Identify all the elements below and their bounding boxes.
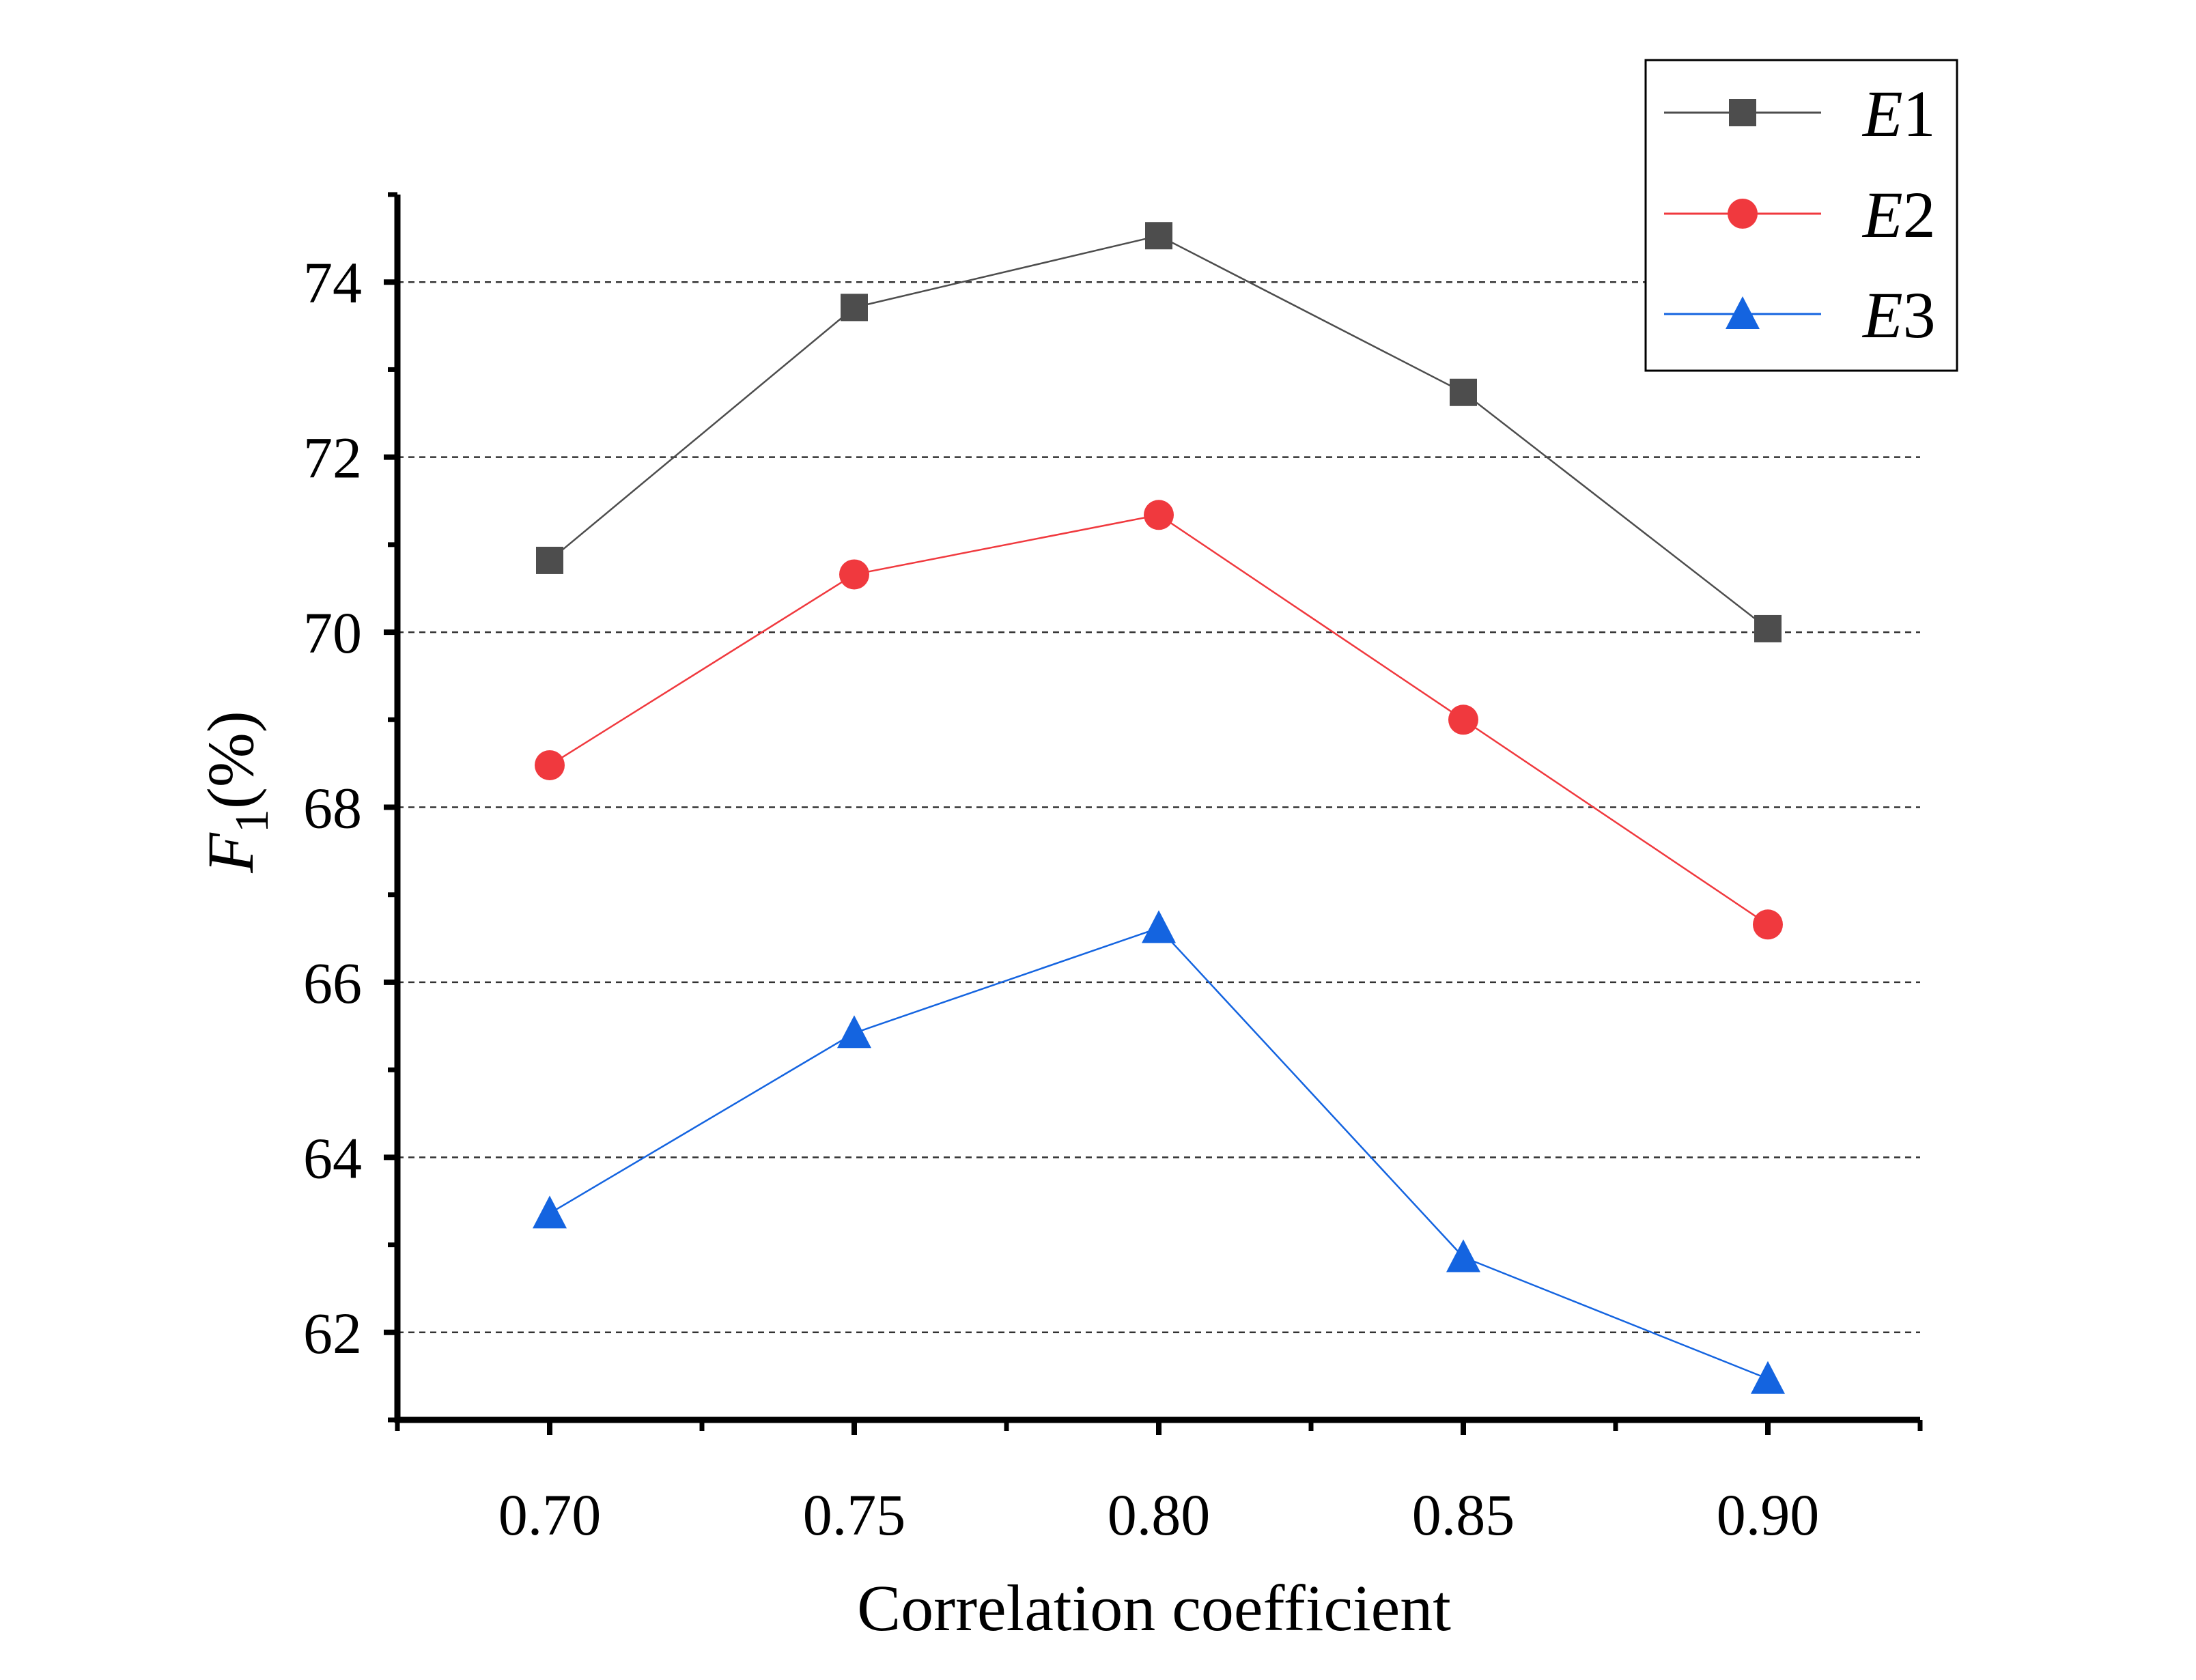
axes: [394, 195, 1920, 1423]
x-tick-label: 0.85: [1412, 1482, 1515, 1548]
legend-label-number: 1: [1903, 77, 1936, 150]
legend-label-number: 2: [1903, 178, 1936, 251]
y-axis-title-unit: (%): [194, 711, 267, 809]
y-tick-label: 68: [303, 775, 362, 841]
legend-item-E2: E2: [1664, 178, 1936, 251]
legend-marker: [1728, 199, 1758, 229]
series-E3: [533, 910, 1785, 1394]
y-tick-label: 64: [303, 1125, 362, 1191]
legend-item-E1: E1: [1664, 77, 1936, 150]
legend-label: E2: [1861, 178, 1936, 251]
data-point-E2: [1753, 909, 1783, 940]
data-point-E3: [1142, 910, 1176, 943]
series-line-E2: [549, 513, 1769, 926]
data-point-E1: [841, 294, 868, 322]
x-tick-label: 0.90: [1717, 1482, 1820, 1548]
series-E2: [535, 500, 1783, 940]
legend-item-E3: E3: [1664, 279, 1936, 352]
series-E1: [536, 222, 1782, 642]
y-axis-title-subscript: 1: [226, 809, 279, 833]
legend-label-letter: E: [1861, 279, 1903, 352]
y-tick-label: 70: [303, 600, 362, 666]
x-tick-label: 0.80: [1108, 1482, 1211, 1548]
x-axis-title: Correlation coefficient: [857, 1571, 1451, 1645]
legend-label-letter: E: [1861, 77, 1903, 150]
legend-label-number: 3: [1903, 279, 1936, 352]
x-tick-label: 0.75: [803, 1482, 906, 1548]
y-axis-title-variable: F: [194, 832, 267, 874]
legend-marker: [1729, 99, 1756, 126]
data-point-E3: [1446, 1239, 1480, 1272]
legend-label-letter: E: [1861, 178, 1903, 251]
axis-ticks: 62 64 66 68 70 72 74 0.70 0.75 0.80 0.85 0.90: [303, 192, 1923, 1548]
legend-marker: [1726, 296, 1760, 329]
y-tick-label: 74: [303, 250, 362, 315]
data-point-E1: [1145, 222, 1172, 250]
data-point-E2: [535, 750, 565, 780]
series-line-E1: [549, 234, 1769, 629]
y-axis-title: F1(%): [194, 711, 279, 874]
data-point-E1: [536, 546, 563, 574]
series-line-E3: [549, 926, 1769, 1380]
data-point-E1: [1450, 378, 1477, 406]
y-tick-label: 66: [303, 950, 362, 1016]
series-group: [533, 222, 1785, 1394]
data-point-E3: [533, 1195, 567, 1229]
legend-label: E1: [1861, 77, 1936, 150]
legend-label: E3: [1861, 279, 1936, 352]
data-point-E3: [1751, 1361, 1785, 1394]
data-point-E3: [837, 1015, 871, 1049]
data-point-E2: [839, 559, 869, 590]
data-point-E2: [1144, 500, 1174, 530]
data-point-E1: [1754, 614, 1782, 642]
data-point-E2: [1448, 704, 1478, 735]
y-tick-label: 62: [303, 1300, 362, 1366]
x-tick-label: 0.70: [498, 1482, 602, 1548]
y-tick-label: 72: [303, 425, 362, 491]
gridlines: [397, 281, 1920, 1334]
